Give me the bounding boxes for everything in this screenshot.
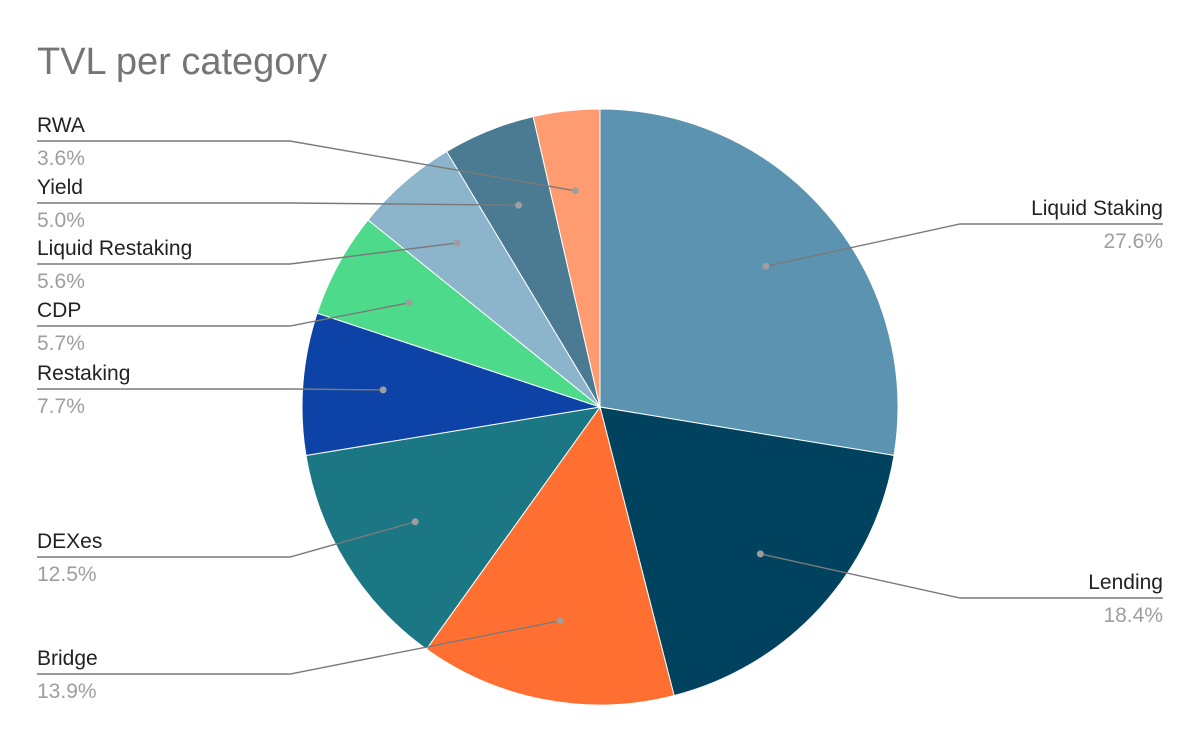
slice-percent-liquid-restaking: 5.6% (37, 270, 85, 293)
slice-label-liquid-staking: Liquid Staking (1031, 197, 1163, 220)
leader-line-liquid-restaking (37, 242, 458, 265)
slice-percent-cdp: 5.7% (37, 332, 85, 355)
pie-slice-lending (599, 406, 895, 697)
slice-percent-dexes: 12.5% (37, 563, 97, 586)
slice-label-rwa: RWA (37, 114, 85, 137)
slice-percent-rwa: 3.6% (37, 147, 85, 170)
slice-label-yield: Yield (37, 176, 83, 199)
pie-slice-rwa (532, 108, 601, 408)
pie-slices (301, 108, 899, 706)
leader-dot-dexes (411, 518, 419, 526)
slice-labels: Liquid Staking 27.6% Lending 18.4% Bridge 13.… (37, 114, 1163, 703)
slice-label-dexes: DEXes (37, 530, 102, 553)
leader-lines (37, 140, 1163, 675)
leader-line-rwa (37, 140, 576, 192)
leader-dot-bridge (556, 617, 564, 625)
leader-dot-yield (515, 201, 523, 209)
slice-label-cdp: CDP (37, 299, 81, 322)
pie-slice-restaking (301, 312, 601, 457)
leader-dot-liquid-staking (762, 262, 770, 270)
slice-percent-lending: 18.4% (1103, 604, 1163, 627)
leader-line-bridge (37, 620, 561, 675)
leader-line-dexes (37, 521, 416, 558)
slice-percent-bridge: 13.9% (37, 680, 97, 703)
slice-label-bridge: Bridge (37, 647, 98, 670)
pie-slice-bridge (425, 405, 675, 706)
slice-label-restaking: Restaking (37, 362, 130, 385)
leader-line-liquid-staking (765, 223, 1163, 267)
slice-label-liquid-restaking: Liquid Restaking (37, 237, 192, 260)
leader-dot-lending (756, 550, 764, 558)
pie-slice-dexes (305, 406, 602, 650)
slice-percent-restaking: 7.7% (37, 395, 85, 418)
leader-line-yield (37, 202, 519, 206)
chart-title: TVL per category (37, 41, 327, 83)
slice-percent-yield: 5.0% (37, 209, 85, 232)
leader-dot-restaking (379, 386, 387, 394)
leader-dot-rwa (571, 187, 579, 195)
leader-line-lending (760, 553, 1163, 599)
leader-dot-liquid-restaking (453, 239, 461, 247)
leader-dot-cdp (405, 299, 413, 307)
leader-line-cdp (37, 302, 410, 327)
slice-label-lending: Lending (1088, 571, 1163, 594)
slice-percent-liquid-staking: 27.6% (1103, 230, 1163, 253)
pie-slice-liquid-staking (599, 108, 899, 457)
leader-line-restaking (37, 388, 384, 391)
